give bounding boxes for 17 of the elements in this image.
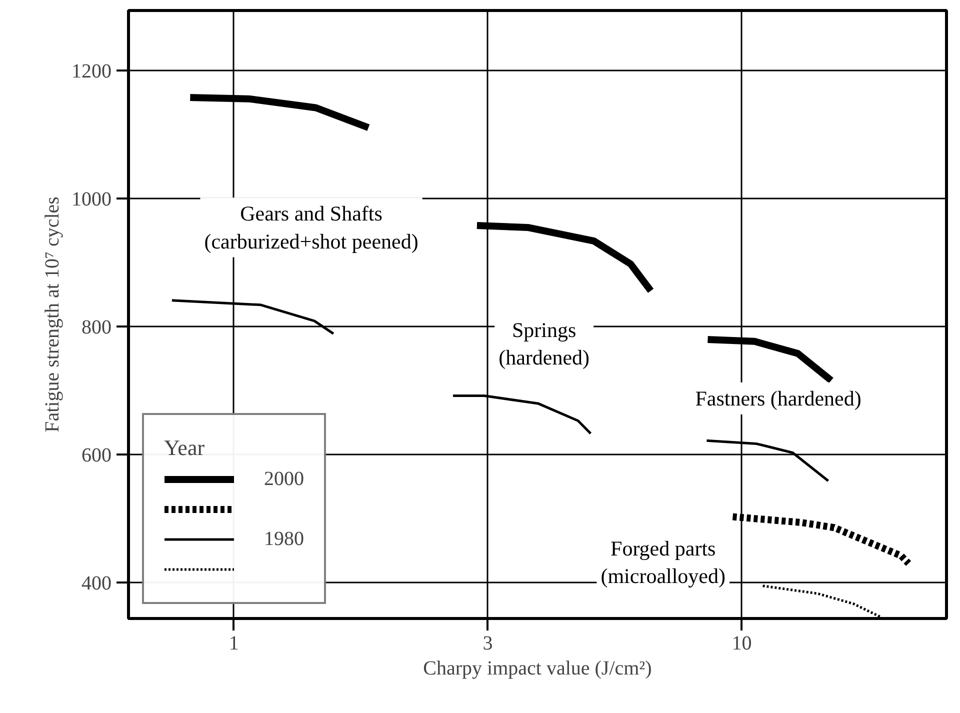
legend-title: Year xyxy=(164,435,206,461)
legend-label: 1980 xyxy=(264,528,304,550)
y-tick-label: 800 xyxy=(82,316,112,339)
annotation: Springs (hardened) xyxy=(498,318,590,370)
x-tick-label: 3 xyxy=(482,632,493,654)
annotation: Fastners (hardened) xyxy=(695,386,862,410)
y-tick-label: 1200 xyxy=(72,60,112,83)
y-tick-label: 1000 xyxy=(72,188,112,211)
legend-label: 2000 xyxy=(264,468,304,490)
annotation: Gears and Shafts (carburized+shot peened) xyxy=(204,202,418,254)
x-tick-label: 1 xyxy=(228,632,239,654)
y-axis-title: Fatigue strength at 10⁷ cycles xyxy=(42,196,64,432)
x-axis-title: Charpy impact value (J/cm²) xyxy=(423,658,652,680)
y-tick-label: 400 xyxy=(82,572,112,595)
y-tick-label: 600 xyxy=(82,444,112,467)
x-tick-label: 10 xyxy=(732,632,752,654)
annotation: Forged parts (microalloyed) xyxy=(600,536,726,588)
